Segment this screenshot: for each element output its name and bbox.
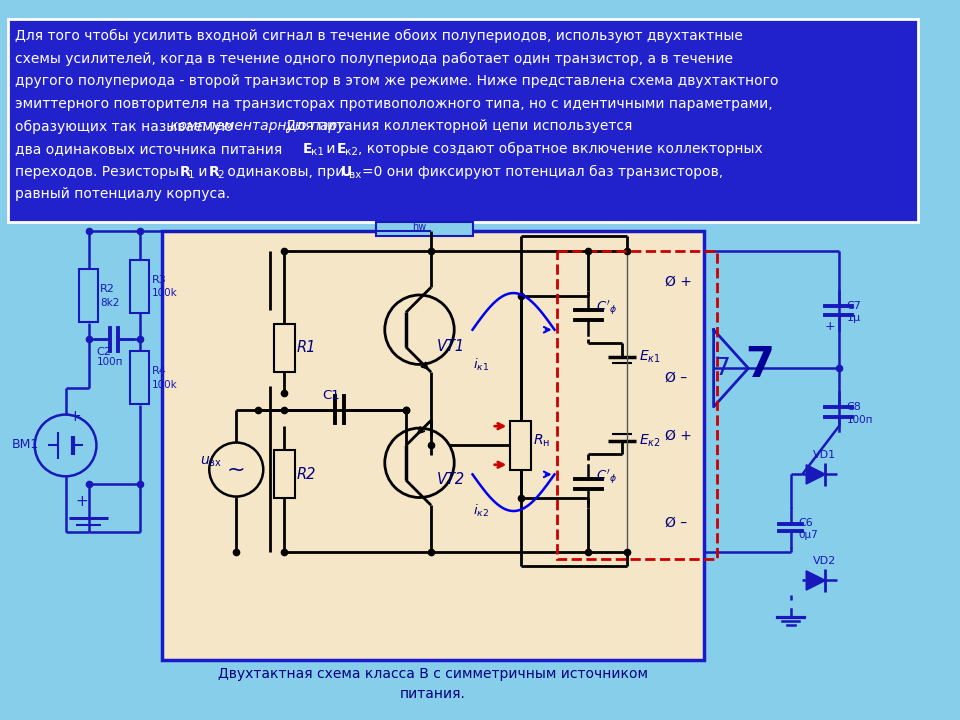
Text: два одинаковых источника питания: два одинаковых источника питания xyxy=(15,142,287,156)
Text: VT2: VT2 xyxy=(437,472,465,487)
Text: 100k: 100k xyxy=(152,380,178,390)
Text: E: E xyxy=(302,142,312,156)
Bar xyxy=(510,421,531,469)
Text: комплементарную пару.: комплементарную пару. xyxy=(170,120,349,133)
Text: и: и xyxy=(194,165,212,179)
Circle shape xyxy=(209,443,263,497)
Circle shape xyxy=(35,415,96,477)
Text: ~: ~ xyxy=(227,459,246,480)
Text: 100п: 100п xyxy=(847,415,874,425)
Text: 7: 7 xyxy=(746,344,775,386)
Text: +: + xyxy=(68,409,82,424)
Text: Двухтактная схема класса В с симметричным источником
питания.: Двухтактная схема класса В с симметричны… xyxy=(218,667,648,701)
Text: hw: hw xyxy=(413,222,426,232)
Text: C8: C8 xyxy=(847,402,861,412)
Text: $i_{\kappa2}$: $i_{\kappa2}$ xyxy=(472,503,489,519)
Text: $R_{\rm н}$: $R_{\rm н}$ xyxy=(534,433,550,449)
Text: R2: R2 xyxy=(297,467,317,482)
Text: Ø +: Ø + xyxy=(665,429,692,443)
Text: $u_{\rm вх}$: $u_{\rm вх}$ xyxy=(200,455,222,469)
Text: C2: C2 xyxy=(96,347,111,357)
Text: 2: 2 xyxy=(217,170,224,179)
Bar xyxy=(131,351,150,405)
Text: вх: вх xyxy=(349,170,362,179)
FancyBboxPatch shape xyxy=(8,19,918,222)
Text: 100п: 100п xyxy=(96,356,123,366)
Text: переходов. Резисторы: переходов. Резисторы xyxy=(15,165,184,179)
Text: к1: к1 xyxy=(311,147,324,157)
Text: C6: C6 xyxy=(799,518,813,528)
Text: =0 они фиксируют потенциал баз транзисторов,: =0 они фиксируют потенциал баз транзисто… xyxy=(362,165,723,179)
Text: и: и xyxy=(323,142,340,156)
Text: BM1: BM1 xyxy=(12,438,38,451)
FancyBboxPatch shape xyxy=(162,231,704,660)
Text: Ø –: Ø – xyxy=(665,371,687,385)
Text: , которые создают обратное включение коллекторных: , которые создают обратное включение кол… xyxy=(358,142,762,156)
Polygon shape xyxy=(806,571,826,590)
Bar xyxy=(131,260,150,313)
Text: C1: C1 xyxy=(323,389,340,402)
Text: R: R xyxy=(180,165,190,179)
Circle shape xyxy=(385,428,454,498)
Bar xyxy=(376,222,472,236)
Text: 8k2: 8k2 xyxy=(100,298,120,308)
Text: R4: R4 xyxy=(152,366,166,377)
Text: U: U xyxy=(341,165,351,179)
Text: 7: 7 xyxy=(715,356,732,380)
Text: Для того чтобы усилить входной сигнал в течение обоих полупериодов, используют д: Для того чтобы усилить входной сигнал в … xyxy=(15,29,743,43)
Text: одинаковы, при: одинаковы, при xyxy=(223,165,348,179)
Circle shape xyxy=(385,295,454,364)
Text: 0μ7: 0μ7 xyxy=(799,531,818,540)
Text: +: + xyxy=(825,320,835,333)
Text: Ø +: Ø + xyxy=(665,274,692,289)
Text: R1: R1 xyxy=(297,341,317,356)
Text: R: R xyxy=(208,165,219,179)
Bar xyxy=(79,269,98,323)
Bar xyxy=(274,450,295,498)
Text: другого полупериода - второй транзистор в этом же режиме. Ниже представлена схем: другого полупериода - второй транзистор … xyxy=(15,74,779,88)
Text: VD2: VD2 xyxy=(813,557,836,567)
Text: 1: 1 xyxy=(188,170,195,179)
Text: $E_{\kappa2}$: $E_{\kappa2}$ xyxy=(639,433,661,449)
Text: 100k: 100k xyxy=(152,288,178,298)
Text: $E_{\kappa1}$: $E_{\kappa1}$ xyxy=(639,348,661,365)
Text: схемы усилителей, когда в течение одного полупериода работает один транзистор, а: схемы усилителей, когда в течение одного… xyxy=(15,52,733,66)
Text: Для питания коллекторной цепи используется: Для питания коллекторной цепи использует… xyxy=(280,120,632,133)
Text: $C'_{\phi}$: $C'_{\phi}$ xyxy=(596,298,617,317)
Text: R2: R2 xyxy=(100,284,115,294)
Text: образующих так называемую: образующих так называемую xyxy=(15,120,238,134)
Text: равный потенциалу корпуса.: равный потенциалу корпуса. xyxy=(15,187,230,202)
Text: 1μ: 1μ xyxy=(847,313,861,323)
Text: VD1: VD1 xyxy=(813,450,836,460)
Text: +: + xyxy=(75,494,88,508)
Polygon shape xyxy=(806,464,826,484)
Text: C7: C7 xyxy=(847,301,861,311)
Text: $i_{\kappa1}$: $i_{\kappa1}$ xyxy=(472,356,489,373)
Text: Ø –: Ø – xyxy=(665,516,687,530)
Text: R3: R3 xyxy=(152,275,166,284)
Text: $C'_{\phi}$: $C'_{\phi}$ xyxy=(596,467,617,485)
Bar xyxy=(274,324,295,372)
Text: E: E xyxy=(337,142,346,156)
Text: к2: к2 xyxy=(346,147,358,157)
Text: эмиттерного повторителя на транзисторах противоположного типа, но с идентичными : эмиттерного повторителя на транзисторах … xyxy=(15,96,773,111)
Text: VT1: VT1 xyxy=(437,339,465,354)
